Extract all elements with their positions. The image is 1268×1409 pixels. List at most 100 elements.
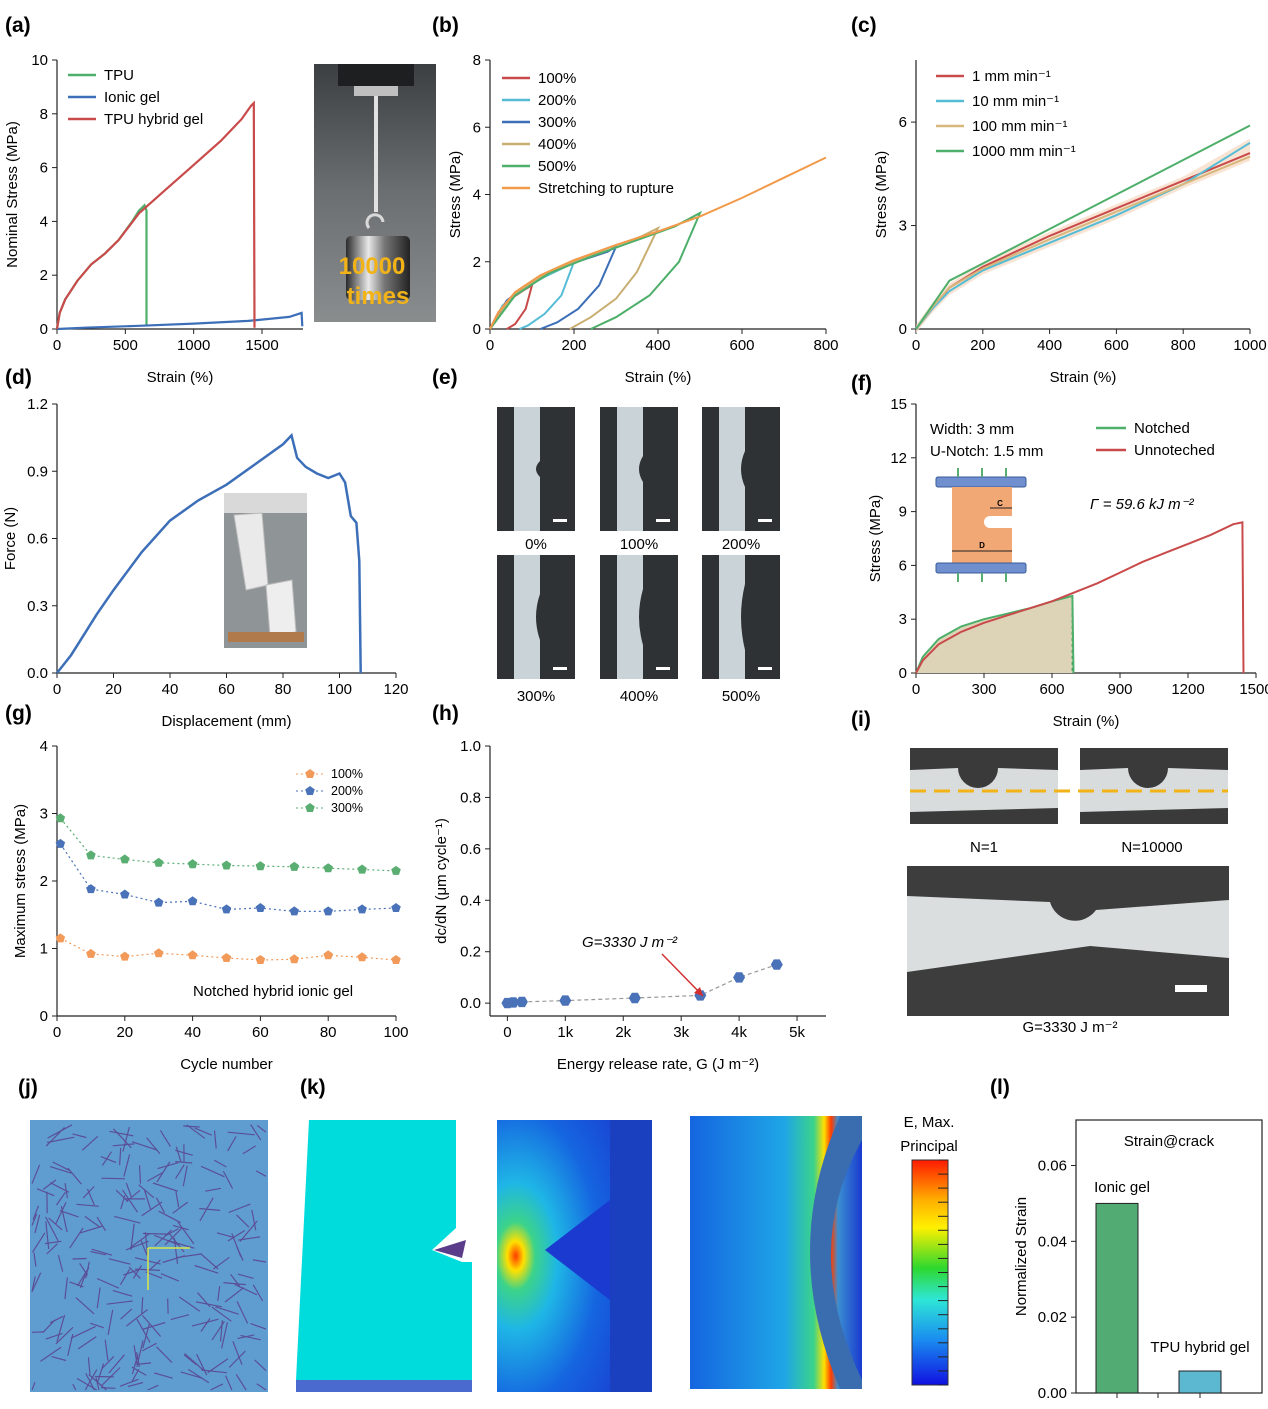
- fiber: [240, 1334, 261, 1341]
- data-point: [391, 865, 401, 875]
- data-point: [289, 954, 300, 964]
- fiber: [79, 1262, 89, 1276]
- data-point: [221, 904, 232, 914]
- scale-bar: [758, 519, 772, 522]
- fiber: [46, 1136, 75, 1144]
- series-line: [56, 311, 304, 331]
- fiber: [84, 1369, 98, 1391]
- fiber: [81, 1135, 99, 1151]
- bar-label: TPU hybrid gel: [1150, 1339, 1249, 1356]
- data-point: [323, 863, 333, 873]
- y-tick-label: 0.00: [1038, 1385, 1067, 1402]
- y-tick-label: 0.02: [1038, 1309, 1067, 1326]
- x-tick-label: 1000: [177, 337, 210, 354]
- y-tick-label: 1.2: [27, 396, 48, 413]
- fiber: [52, 1161, 70, 1171]
- data-point: [559, 995, 572, 1006]
- micrograph-label: 100%: [620, 536, 658, 553]
- fiber: [91, 1248, 113, 1256]
- fiber: [129, 1232, 151, 1249]
- series-line: [489, 244, 619, 330]
- fiber: [186, 1124, 206, 1139]
- series-line: [915, 521, 1245, 674]
- bar: [1178, 1370, 1222, 1394]
- legend-label: 10 mm min⁻¹: [972, 93, 1059, 110]
- fiber: [211, 1306, 232, 1322]
- x-axis-label: Displacement (mm): [161, 713, 291, 730]
- fiber: [128, 1266, 141, 1279]
- fiber: [57, 1254, 64, 1272]
- fiber: [97, 1363, 105, 1383]
- micrograph-strip: [719, 555, 745, 679]
- panel-label-h: (h): [432, 702, 459, 725]
- fiber: [172, 1201, 189, 1214]
- fiber: [256, 1124, 267, 1133]
- fiber: [138, 1165, 142, 1184]
- fiber: [96, 1277, 120, 1289]
- fiber: [143, 1190, 152, 1211]
- data-point: [289, 861, 300, 871]
- x-tick-label: 5k: [789, 1024, 805, 1041]
- legend-label: Unnoteched: [1134, 442, 1215, 459]
- fiber: [136, 1340, 144, 1367]
- legend-label: 1 mm min⁻¹: [972, 68, 1051, 85]
- annotation-arrow: [661, 953, 704, 997]
- data-point: [55, 838, 66, 848]
- data-point: [221, 953, 232, 962]
- y-tick-label: 6: [473, 119, 481, 136]
- micrograph-label: 0%: [525, 536, 547, 553]
- fiber: [84, 1215, 101, 1228]
- legend-label: Ionic gel: [104, 89, 160, 106]
- bar-label: Ionic gel: [1094, 1179, 1150, 1196]
- x-tick-label: 200: [970, 337, 995, 354]
- fiber: [216, 1232, 234, 1238]
- y-tick-label: 3: [899, 218, 907, 235]
- fiber: [31, 1272, 42, 1293]
- y-tick-label: 0.8: [460, 789, 481, 806]
- legend-label: TPU hybrid gel: [104, 111, 203, 128]
- fiber: [122, 1189, 138, 1213]
- y-tick-label: 0: [899, 321, 907, 338]
- annotation-notched: Notched hybrid ionic gel: [193, 983, 353, 1000]
- data-point: [55, 813, 66, 823]
- y-tick-label: 12: [890, 450, 907, 467]
- x-tick-label: 1200: [1171, 681, 1204, 698]
- fiber: [187, 1368, 210, 1384]
- fiber: [175, 1161, 193, 1164]
- data-point: [255, 861, 266, 871]
- data-point: [86, 884, 96, 894]
- x-tick-label: 2k: [615, 1024, 631, 1041]
- micrograph-strip: [617, 555, 643, 679]
- fiber: [55, 1202, 67, 1225]
- x-tick-label: 900: [1107, 681, 1132, 698]
- x-tick-label: 1500: [1239, 681, 1268, 698]
- data-point: [255, 903, 266, 912]
- x-tick-label: 20: [105, 681, 122, 698]
- data-point: [120, 889, 130, 899]
- fiber: [195, 1301, 223, 1308]
- x-tick-label: 400: [645, 337, 670, 354]
- fiber: [157, 1162, 179, 1170]
- data-point: [120, 854, 130, 864]
- label-n10000: N=10000: [1121, 839, 1182, 856]
- chart-l: 0.00 0.02 0.04 0.06 Normalized Strain Strain@…: [1013, 1119, 1263, 1402]
- fiber: [90, 1322, 104, 1329]
- x-axis-label: Strain (%): [625, 369, 692, 386]
- y-axis-label: Stress (MPa): [867, 495, 884, 583]
- fiber: [159, 1130, 171, 1147]
- fiber: [142, 1342, 157, 1352]
- fiber: [227, 1136, 237, 1152]
- legend-label: 300%: [538, 114, 576, 131]
- chart-f: 0 300 600 900 1200 1500 0 3 6 9 12 15 Strain (%) Stre…: [867, 396, 1268, 730]
- fiber: [250, 1323, 267, 1330]
- series-line: [915, 155, 1251, 330]
- series-line: [489, 283, 534, 330]
- x-tick-label: 200: [561, 337, 586, 354]
- data-point: [515, 996, 528, 1008]
- fiber: [112, 1289, 133, 1297]
- data-point: [55, 933, 66, 943]
- fiber: [131, 1366, 147, 1376]
- panel-label-j: (j): [18, 1076, 38, 1099]
- y-axis-label: Normalized Strain: [1013, 1197, 1030, 1316]
- x-axis-label: Strain (%): [147, 369, 214, 386]
